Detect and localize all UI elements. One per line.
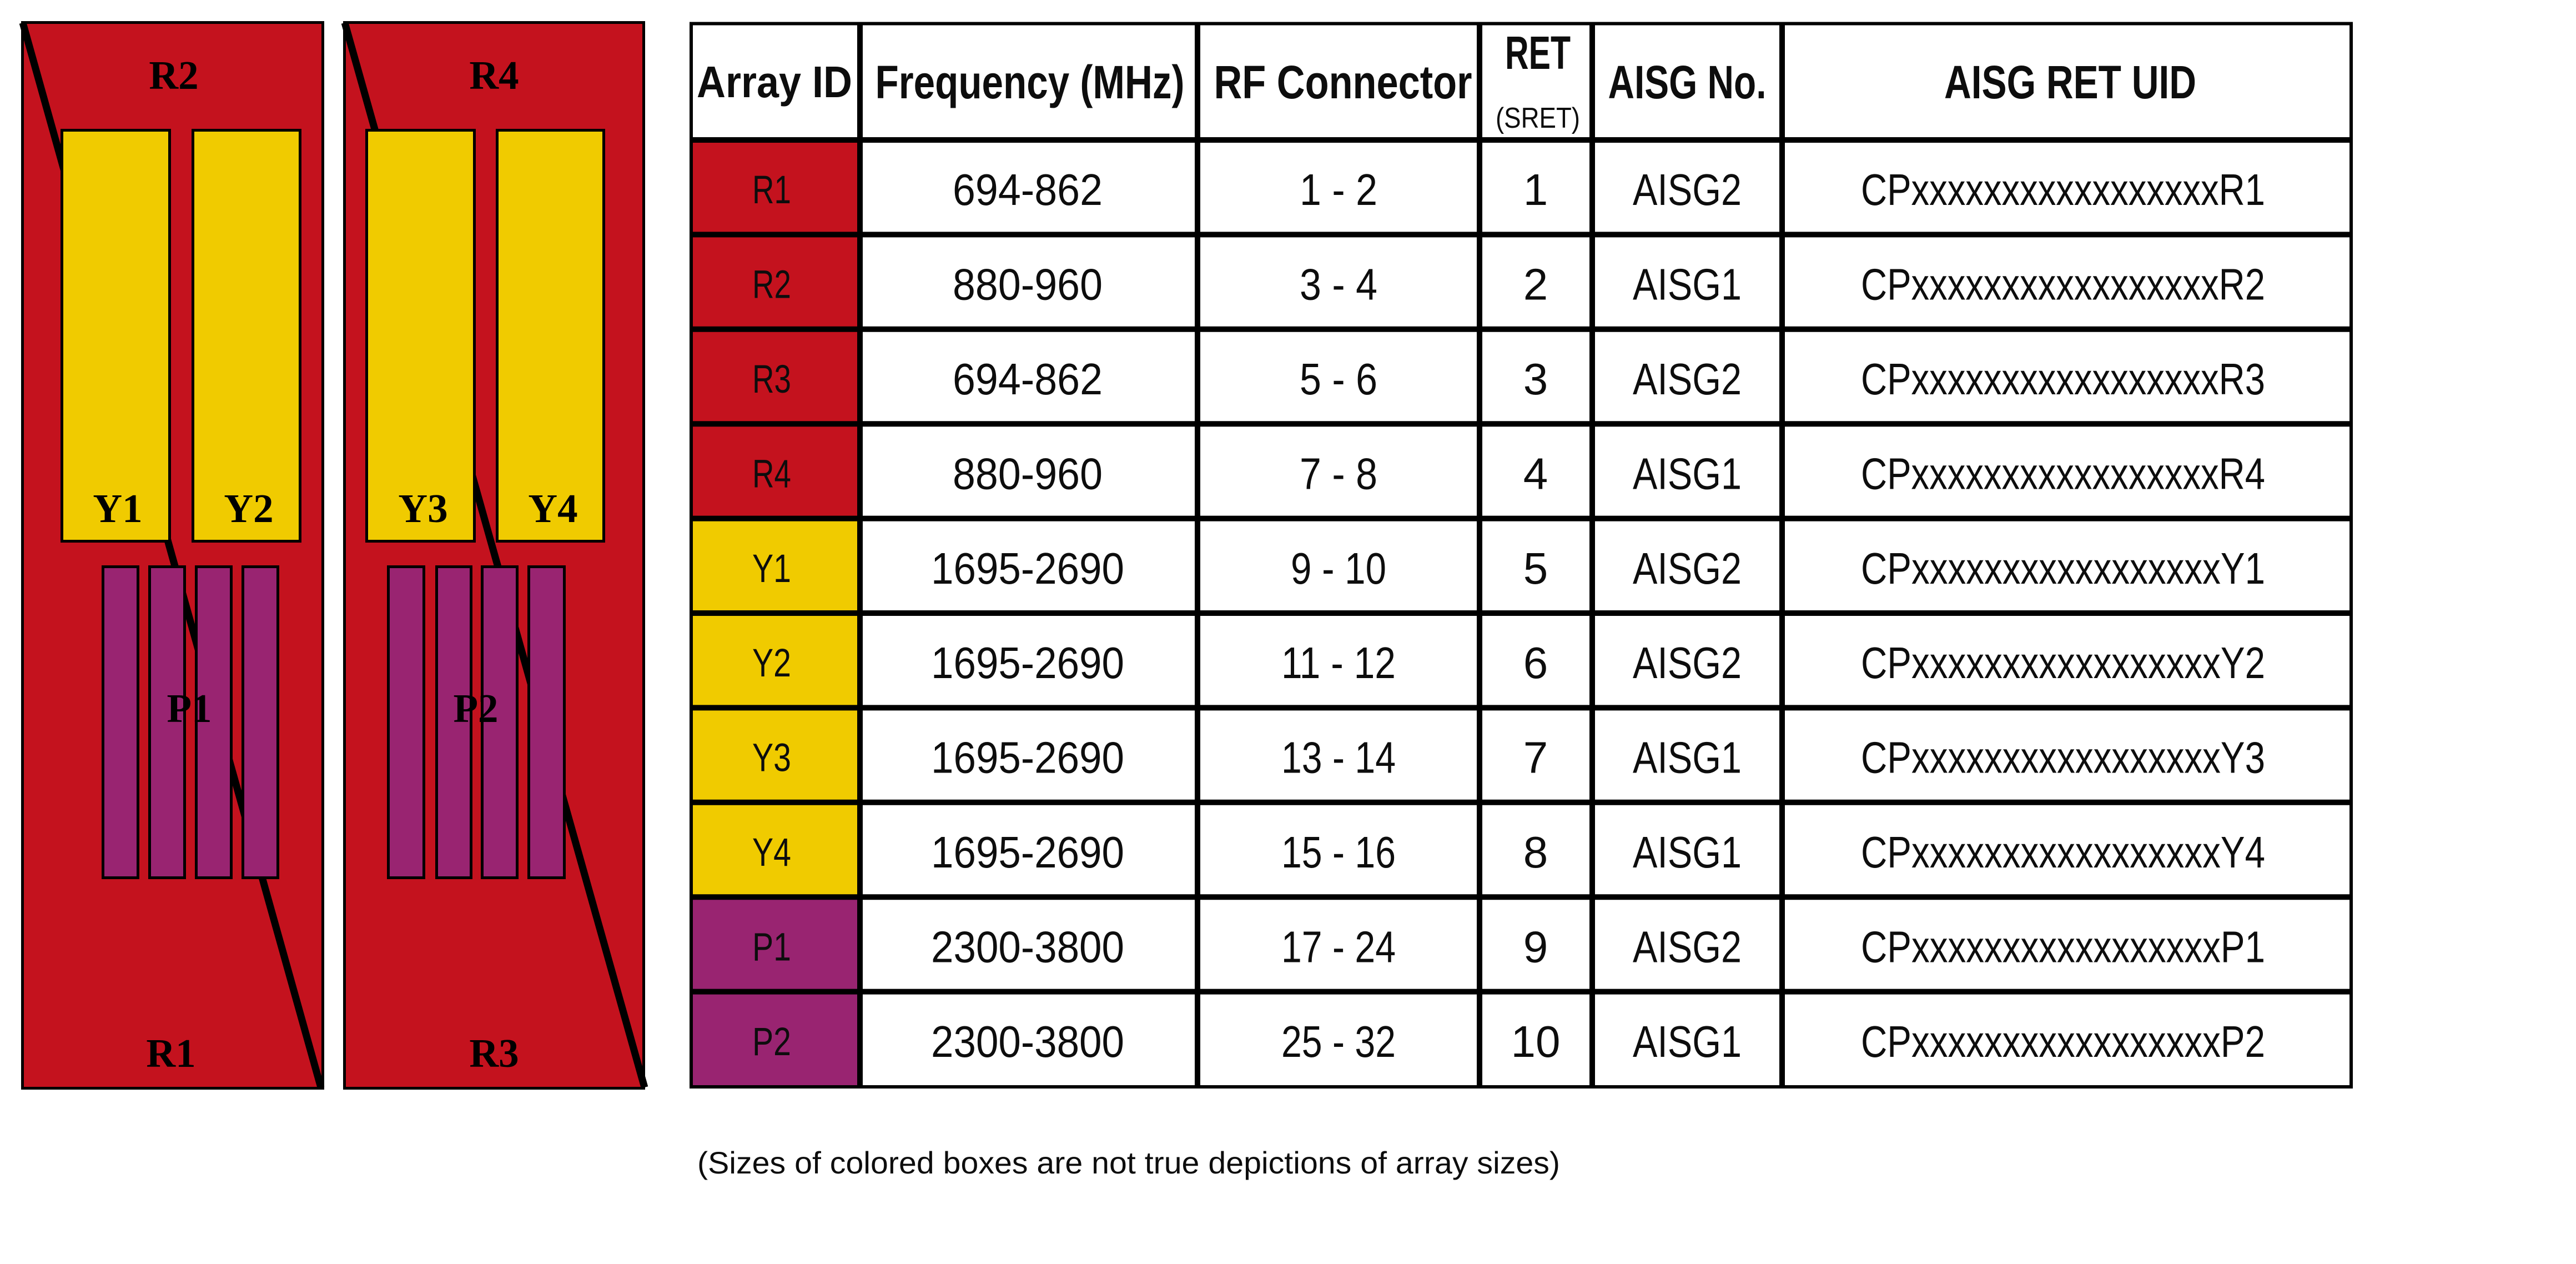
- svg-text:R4: R4: [752, 452, 791, 496]
- svg-text:CPxxxxxxxxxxxxxxxxxP1: CPxxxxxxxxxxxxxxxxxP1: [1861, 922, 2265, 971]
- svg-text:15 - 16: 15 - 16: [1281, 827, 1396, 877]
- svg-text:9 - 10: 9 - 10: [1291, 544, 1386, 593]
- svg-text:7 - 8: 7 - 8: [1300, 449, 1377, 498]
- svg-text:AISG1: AISG1: [1633, 827, 1742, 877]
- svg-text:AISG1: AISG1: [1633, 1017, 1742, 1066]
- svg-text:AISG1: AISG1: [1633, 449, 1742, 498]
- svg-text:RF Connector: RF Connector: [1214, 56, 1472, 108]
- svg-text:8: 8: [1523, 827, 1548, 877]
- svg-text:880-960: 880-960: [953, 260, 1103, 309]
- svg-text:5 - 6: 5 - 6: [1300, 354, 1377, 404]
- svg-text:AISG RET UID: AISG RET UID: [1944, 56, 2196, 108]
- svg-text:Y3: Y3: [398, 486, 447, 531]
- svg-text:AISG2: AISG2: [1633, 922, 1742, 971]
- svg-text:CPxxxxxxxxxxxxxxxxxR1: CPxxxxxxxxxxxxxxxxxR1: [1861, 165, 2265, 214]
- svg-text:R1: R1: [146, 1031, 195, 1076]
- svg-text:R4: R4: [469, 53, 519, 98]
- svg-text:P2: P2: [752, 1020, 791, 1064]
- svg-text:CPxxxxxxxxxxxxxxxxxR4: CPxxxxxxxxxxxxxxxxxR4: [1861, 449, 2265, 498]
- svg-text:1 - 2: 1 - 2: [1300, 165, 1377, 214]
- svg-text:AISG1: AISG1: [1633, 260, 1742, 309]
- svg-text:Y1: Y1: [93, 486, 142, 531]
- svg-text:10: 10: [1511, 1017, 1561, 1066]
- svg-text:RET: RET: [1505, 27, 1571, 79]
- svg-text:Y2: Y2: [224, 486, 273, 531]
- svg-text:25 - 32: 25 - 32: [1281, 1017, 1396, 1066]
- svg-text:AISG No.: AISG No.: [1608, 56, 1767, 108]
- svg-text:7: 7: [1523, 733, 1548, 783]
- svg-text:9: 9: [1523, 922, 1548, 971]
- svg-text:R3: R3: [469, 1031, 519, 1076]
- svg-text:5: 5: [1523, 544, 1548, 593]
- svg-text:Array ID: Array ID: [697, 57, 852, 107]
- svg-text:CPxxxxxxxxxxxxxxxxxY2: CPxxxxxxxxxxxxxxxxxY2: [1861, 638, 2265, 688]
- svg-text:11 - 12: 11 - 12: [1281, 638, 1396, 688]
- svg-text:R2: R2: [752, 263, 791, 307]
- svg-text:AISG2: AISG2: [1633, 544, 1742, 593]
- svg-text:P2: P2: [453, 686, 498, 731]
- svg-text:2: 2: [1523, 260, 1548, 309]
- svg-text:AISG1: AISG1: [1633, 733, 1742, 783]
- svg-text:3: 3: [1523, 354, 1548, 404]
- svg-text:AISG2: AISG2: [1633, 354, 1742, 404]
- svg-text:13 - 14: 13 - 14: [1281, 733, 1396, 783]
- svg-text:694-862: 694-862: [953, 165, 1103, 214]
- svg-text:880-960: 880-960: [953, 449, 1103, 498]
- svg-text:17 - 24: 17 - 24: [1281, 922, 1396, 971]
- svg-text:1695-2690: 1695-2690: [931, 733, 1124, 783]
- svg-text:CPxxxxxxxxxxxxxxxxxP2: CPxxxxxxxxxxxxxxxxxP2: [1861, 1017, 2265, 1066]
- svg-text:3 - 4: 3 - 4: [1300, 260, 1377, 309]
- svg-text:Frequency (MHz): Frequency (MHz): [876, 56, 1185, 108]
- svg-text:P1: P1: [752, 925, 791, 969]
- svg-text:6: 6: [1523, 638, 1548, 688]
- svg-text:AISG2: AISG2: [1633, 638, 1742, 688]
- svg-text:1695-2690: 1695-2690: [931, 544, 1124, 593]
- svg-text:CPxxxxxxxxxxxxxxxxxR2: CPxxxxxxxxxxxxxxxxxR2: [1861, 260, 2265, 309]
- svg-text:CPxxxxxxxxxxxxxxxxxY4: CPxxxxxxxxxxxxxxxxxY4: [1861, 827, 2265, 877]
- svg-text:1695-2690: 1695-2690: [931, 827, 1124, 877]
- svg-text:Y4: Y4: [752, 831, 791, 875]
- svg-text:Y1: Y1: [752, 547, 791, 591]
- svg-text:2300-3800: 2300-3800: [931, 1017, 1124, 1066]
- svg-text:4: 4: [1523, 449, 1548, 498]
- svg-text:(SRET): (SRET): [1496, 102, 1580, 134]
- svg-text:CPxxxxxxxxxxxxxxxxxY1: CPxxxxxxxxxxxxxxxxxY1: [1861, 544, 2265, 593]
- svg-text:R1: R1: [752, 168, 791, 212]
- svg-text:(Sizes of colored boxes are no: (Sizes of colored boxes are not true dep…: [697, 1145, 1560, 1180]
- svg-text:Y4: Y4: [528, 486, 577, 531]
- svg-text:1: 1: [1523, 165, 1548, 214]
- svg-text:CPxxxxxxxxxxxxxxxxxR3: CPxxxxxxxxxxxxxxxxxR3: [1861, 354, 2265, 404]
- svg-text:R2: R2: [149, 53, 198, 98]
- svg-text:2300-3800: 2300-3800: [931, 922, 1124, 971]
- svg-text:1695-2690: 1695-2690: [931, 638, 1124, 688]
- svg-text:CPxxxxxxxxxxxxxxxxxY3: CPxxxxxxxxxxxxxxxxxY3: [1861, 733, 2265, 783]
- svg-text:R3: R3: [752, 358, 791, 402]
- svg-text:Y2: Y2: [752, 641, 791, 685]
- svg-text:694-862: 694-862: [953, 354, 1103, 404]
- svg-text:AISG2: AISG2: [1633, 165, 1742, 214]
- svg-text:P1: P1: [167, 686, 212, 731]
- svg-text:Y3: Y3: [752, 736, 791, 780]
